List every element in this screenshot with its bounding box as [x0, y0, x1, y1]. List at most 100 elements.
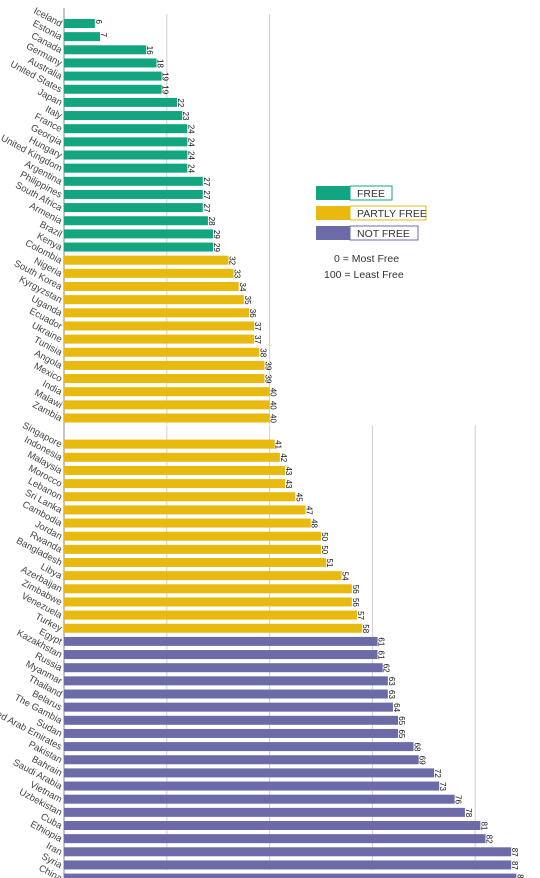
- bar-kazakhstan: [64, 650, 378, 660]
- legend-item-not-free: NOT FREE: [316, 225, 419, 241]
- value-label: 73: [438, 782, 447, 791]
- bar-nigeria: [64, 268, 234, 278]
- bar-canada: [64, 45, 147, 55]
- bar-hungary: [64, 150, 188, 160]
- value-label: 64: [392, 703, 401, 712]
- bar-jordan: [64, 531, 321, 541]
- value-label: 40: [269, 401, 278, 410]
- bar-turkey: [64, 623, 363, 633]
- value-label: 63: [387, 677, 396, 686]
- country-labels: IcelandEstoniaCanadaGermanyAustraliaUnit…: [0, 6, 64, 878]
- bar-zambia: [64, 413, 270, 423]
- bar-sri-lanka: [64, 505, 306, 515]
- value-label: 61: [377, 637, 386, 646]
- value-label: 42: [279, 453, 288, 462]
- value-label: 27: [202, 190, 211, 199]
- bar-sudan: [64, 728, 399, 738]
- value-label: 6: [94, 20, 103, 25]
- value-label: 63: [387, 690, 396, 699]
- bar-ukraine: [64, 334, 255, 344]
- value-label: 43: [284, 466, 293, 475]
- value-label: 7: [99, 33, 108, 38]
- value-label: 38: [258, 348, 267, 357]
- value-label: 24: [186, 164, 195, 173]
- bar-cuba: [64, 821, 481, 830]
- value-label: 81: [479, 822, 488, 831]
- bar-azerbaijan: [64, 584, 352, 594]
- value-label: 40: [269, 414, 278, 423]
- bar-uganda: [64, 308, 250, 318]
- bar-thailand: [64, 689, 388, 699]
- value-label: 50: [320, 532, 329, 541]
- bar-united-states: [64, 84, 162, 94]
- value-label: 29: [212, 230, 221, 239]
- bar-armenia: [64, 216, 208, 226]
- bar-vietnam: [64, 794, 455, 804]
- bar-the-gambia: [64, 715, 399, 725]
- value-label: 36: [248, 309, 257, 318]
- value-label: 54: [341, 572, 350, 581]
- bar-china: [64, 873, 517, 878]
- bar-morocco: [64, 479, 286, 489]
- bar-rwanda: [64, 544, 321, 554]
- bar-uzbekistan: [64, 807, 465, 817]
- value-label: 39: [263, 375, 272, 384]
- bar-australia: [64, 71, 162, 81]
- bar-ethiopia: [64, 834, 486, 844]
- bar-cambodia: [64, 518, 311, 528]
- value-label: 87: [510, 861, 519, 870]
- value-label: 51: [325, 559, 334, 568]
- value-label: 78: [464, 808, 473, 817]
- value-label: 27: [202, 177, 211, 186]
- value-label: 82: [484, 835, 493, 844]
- value-label: 24: [186, 138, 195, 147]
- bar-angola: [64, 360, 265, 370]
- value-label: 19: [161, 85, 170, 94]
- value-label: 37: [253, 335, 262, 344]
- bar-germany: [64, 58, 157, 68]
- value-label: 23: [181, 112, 190, 121]
- bar-tunisia: [64, 347, 260, 357]
- bar-kenya: [64, 242, 214, 252]
- value-label: 68: [413, 743, 422, 752]
- bar-singapore: [64, 439, 275, 449]
- bar-iceland: [64, 19, 95, 28]
- bar-russia: [64, 663, 383, 673]
- bar-estonia: [64, 32, 100, 42]
- value-label: 61: [377, 651, 386, 660]
- bar-united-arab-emirates: [64, 742, 414, 752]
- value-label: 16: [145, 46, 154, 55]
- bar-saudi-arabia: [64, 781, 440, 791]
- value-label: 56: [351, 598, 360, 607]
- legend-label-not-free: NOT FREE: [357, 228, 410, 240]
- bar-libya: [64, 571, 342, 581]
- bar-bangladesh: [64, 558, 327, 567]
- legend-box-not-free: [349, 225, 419, 241]
- value-label: 33: [233, 269, 242, 278]
- value-label: 39: [263, 361, 272, 370]
- value-label: 57: [356, 611, 365, 620]
- bar-indonesia: [64, 452, 280, 462]
- value-label: 29: [212, 243, 221, 252]
- value-label: 58: [361, 624, 370, 633]
- bar-bahrain: [64, 768, 435, 778]
- bar-france: [64, 124, 188, 134]
- bar-pakistan: [64, 755, 419, 765]
- value-label: 56: [351, 585, 360, 594]
- value-label: 47: [305, 506, 314, 515]
- value-label: 24: [186, 151, 195, 160]
- legend-item-free: FREE: [316, 185, 393, 201]
- value-label: 62: [382, 664, 391, 673]
- value-label: 72: [433, 769, 442, 778]
- value-label: 35: [243, 296, 252, 305]
- bar-colombia: [64, 255, 229, 265]
- value-label: 18: [156, 59, 165, 68]
- value-label: 48: [310, 519, 319, 528]
- value-label: 40: [269, 388, 278, 397]
- value-label: 76: [454, 795, 463, 804]
- bar-lebanon: [64, 492, 296, 502]
- legend-label-free: FREE: [357, 188, 385, 200]
- bar-ecuador: [64, 321, 255, 331]
